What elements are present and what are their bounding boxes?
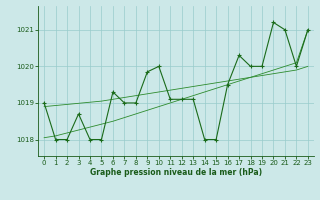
X-axis label: Graphe pression niveau de la mer (hPa): Graphe pression niveau de la mer (hPa) [90,168,262,177]
